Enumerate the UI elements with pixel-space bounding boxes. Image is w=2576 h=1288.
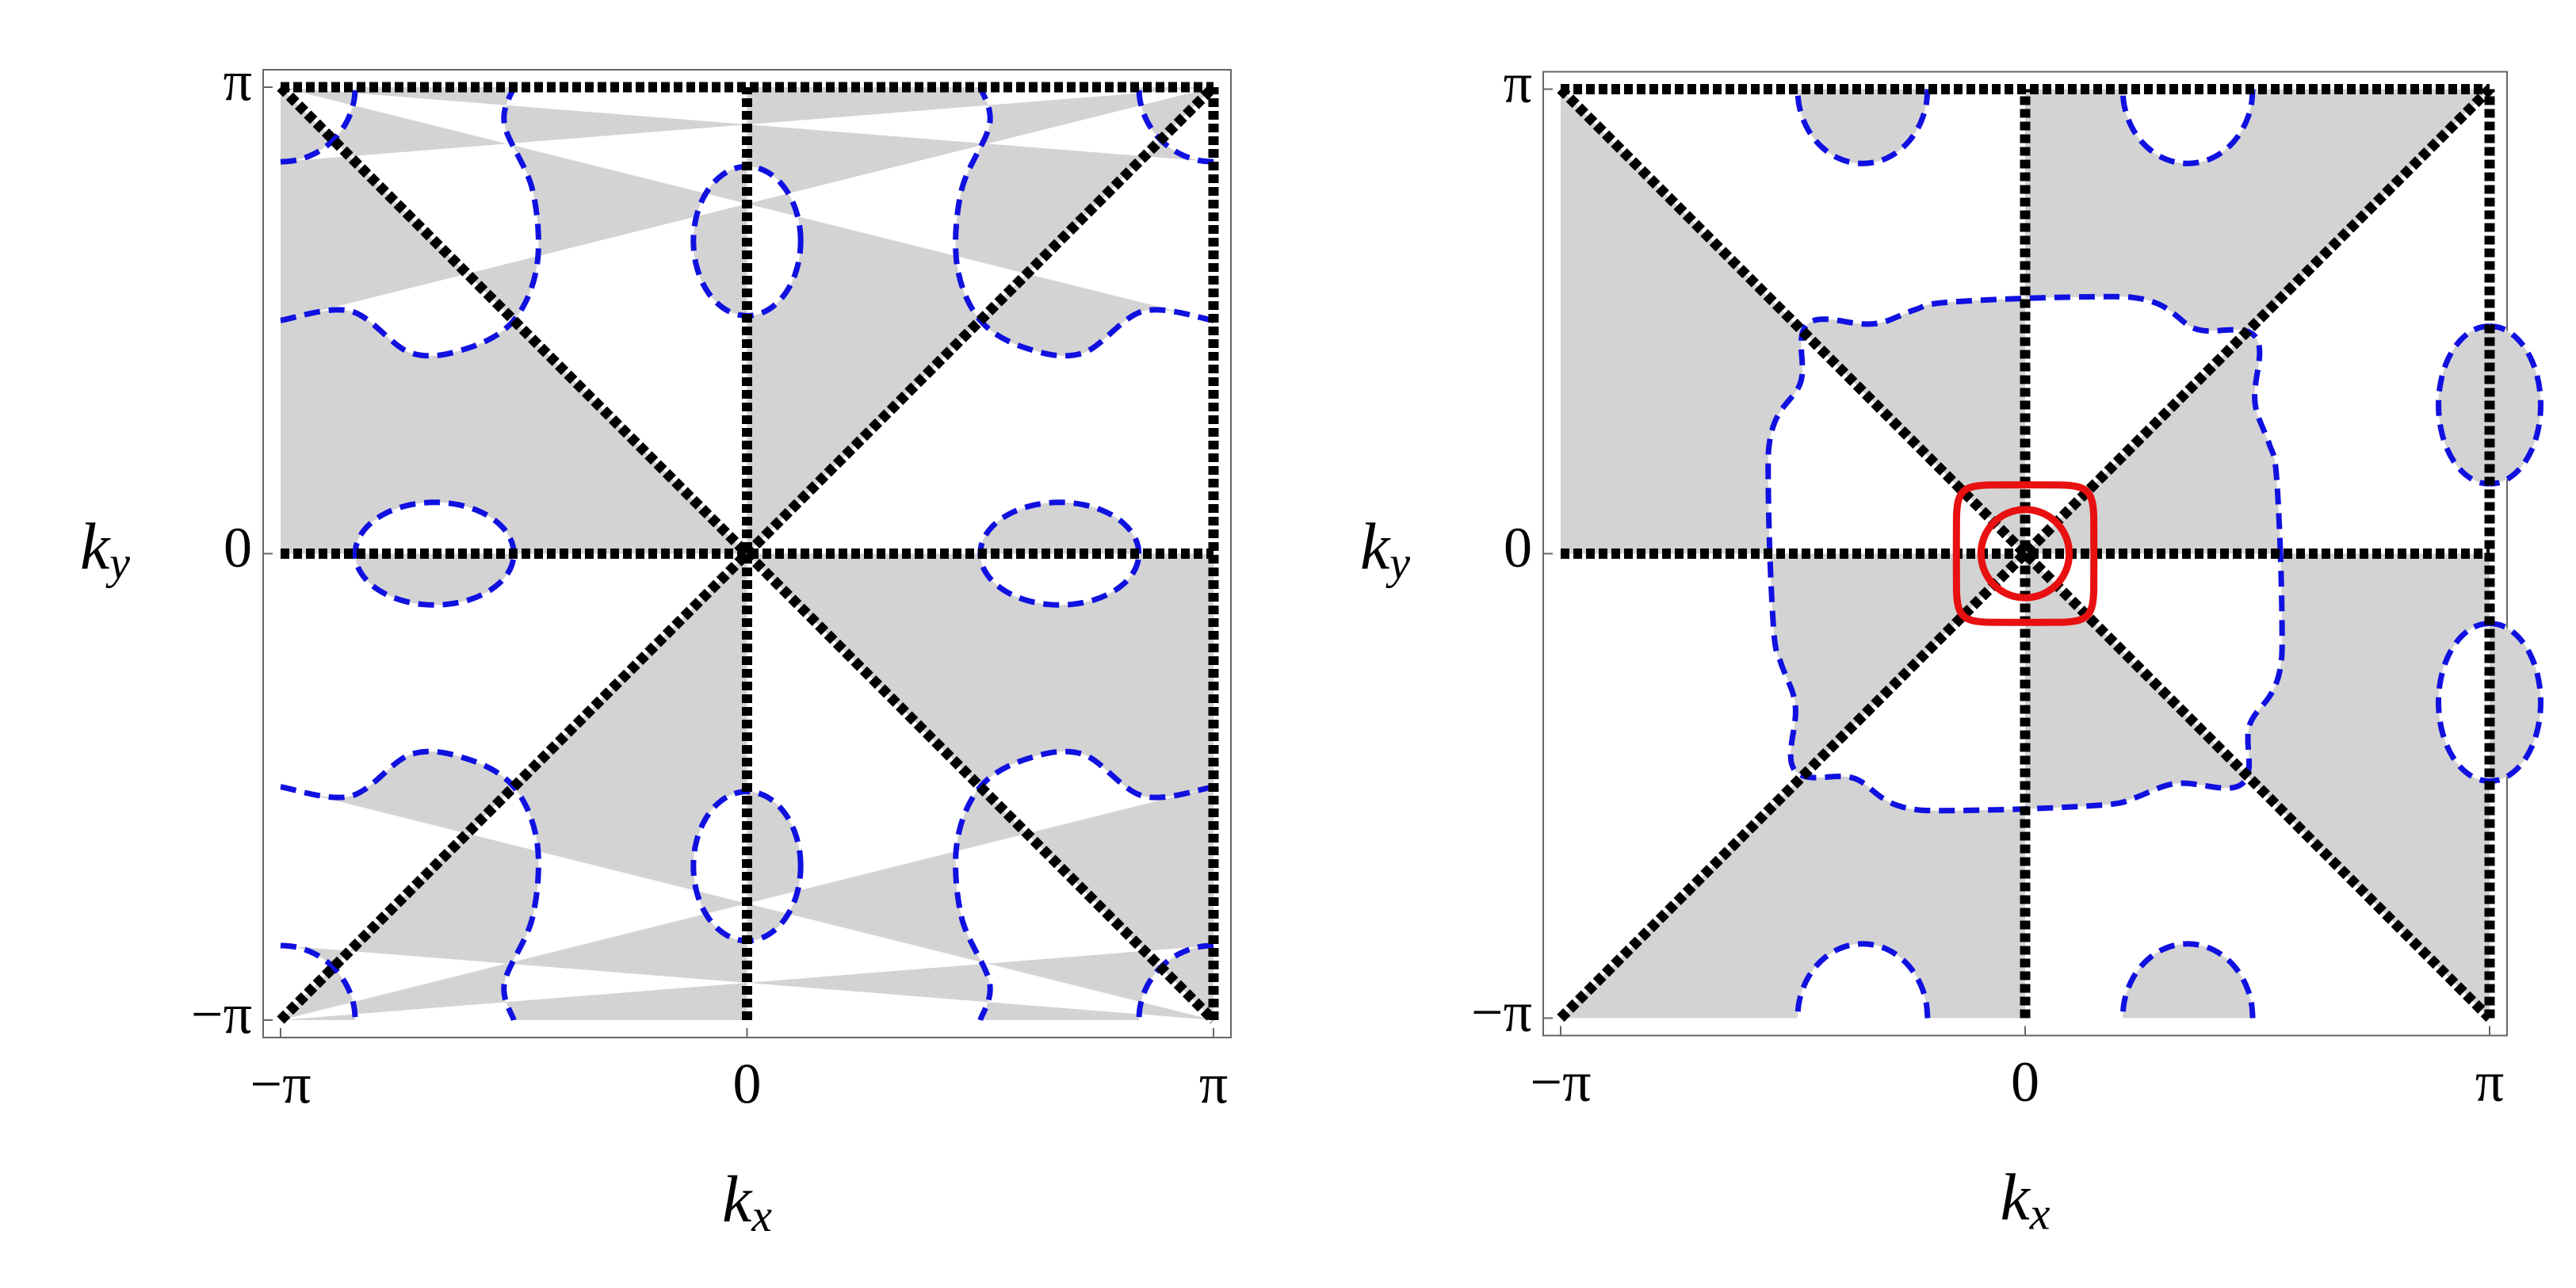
x-axis-label: kx (722, 1163, 772, 1241)
nodal-line (277, 83, 1217, 1024)
fermi-surface (1977, 506, 2073, 602)
contour-line (1794, 941, 1931, 1019)
contour-line (280, 942, 358, 1021)
x-axis-label-main: k (2000, 1161, 2031, 1235)
y-axis-label: ky (1360, 510, 1410, 589)
x-tick-label: 0 (733, 1053, 762, 1116)
y-axis-label-main: k (1360, 510, 1391, 584)
y-tick-label: −π (1471, 980, 1532, 1044)
nodal-line (1557, 85, 2494, 1022)
contour-line (2436, 620, 2490, 785)
contour-line (352, 499, 517, 608)
y-tick-label: π (224, 50, 252, 113)
y-axis-label-sub: y (105, 537, 130, 589)
x-tick-label: π (2475, 1050, 2504, 1114)
y-tick-label: −π (191, 983, 252, 1046)
y-tick-label: 0 (224, 516, 252, 579)
x-tick-label: π (1199, 1053, 1228, 1116)
contour-line (690, 163, 804, 319)
x-axis-label-sub: x (2029, 1188, 2050, 1240)
x-tick-label: −π (250, 1053, 311, 1116)
nodal-line (1557, 85, 2494, 1022)
fermi-surface (1952, 481, 2098, 626)
y-axis-label-sub: y (1385, 537, 1410, 589)
contour-line (1794, 89, 1931, 166)
contour-line (2489, 323, 2544, 487)
contour-line (2436, 323, 2490, 487)
contour-line (1765, 293, 2285, 814)
y-tick-label: 0 (1504, 516, 1532, 579)
x-axis-label-main: k (722, 1163, 753, 1236)
contour-line (690, 789, 804, 944)
y-tick-label: π (1504, 52, 1532, 115)
y-axis-label: ky (80, 510, 130, 589)
x-tick-label: 0 (2011, 1050, 2039, 1114)
x-axis-label: kx (2000, 1161, 2050, 1240)
contour-line (2119, 941, 2256, 1019)
contour-line (2119, 89, 2256, 166)
contour-line (2489, 620, 2544, 785)
contour-line (280, 86, 358, 165)
x-axis-label-sub: x (751, 1190, 772, 1241)
y-axis-label-main: k (80, 510, 111, 584)
x-tick-label: −π (1531, 1050, 1592, 1114)
